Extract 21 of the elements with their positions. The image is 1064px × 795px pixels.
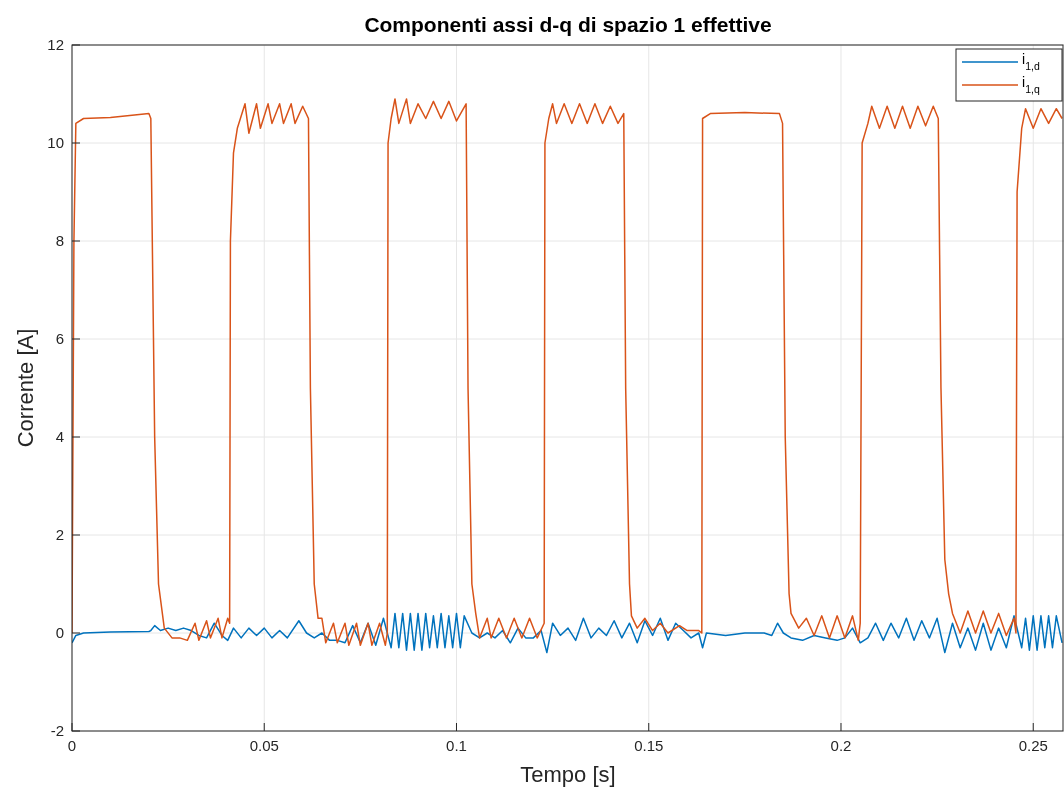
line-series [72,612,1063,654]
y-tick-label: 6 [55,330,64,347]
y-tick-label: 4 [55,428,64,445]
y-tick-label: -2 [50,722,64,739]
x-axis-title: Tempo [s] [520,762,616,787]
chart-title: Componenti assi d-q di spazio 1 effettive [364,13,772,36]
y-tick-label: 12 [47,36,64,53]
x-tick-label: 0.1 [446,737,467,754]
x-tick-label: 0.2 [830,737,852,754]
y-tick-label: 10 [47,134,64,151]
legend-label: i$_{1,d}$ [1022,51,1040,72]
y-tick-label: 2 [55,526,64,543]
y-axis-title: Corrente [A] [13,328,38,448]
x-tick-label: 0.25 [1018,737,1048,754]
x-tick-label: 0.15 [634,737,664,754]
y-tick-label: 0 [55,624,64,641]
x-tick-label: 0 [67,737,77,754]
legend-label: i$_{1,q}$ [1022,74,1040,95]
y-tick-label: 8 [55,232,64,249]
x-tick-label: 0.05 [249,737,279,754]
line-series [72,98,1063,646]
